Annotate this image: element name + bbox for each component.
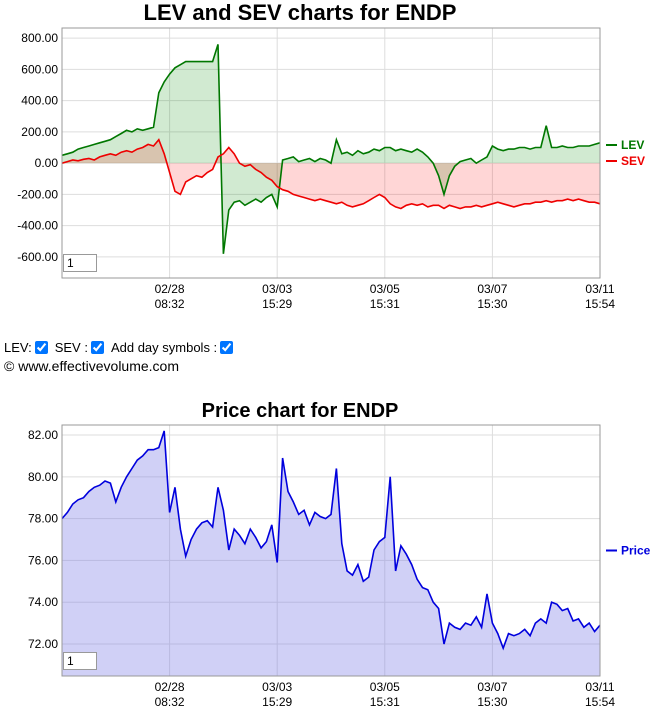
zoom-input[interactable]: 1 xyxy=(63,254,97,272)
area-fill xyxy=(62,430,600,676)
plot-border xyxy=(61,424,601,677)
legend-label: Price xyxy=(621,544,651,558)
controls: LEV: SEV : Add day symbols : xyxy=(4,340,237,355)
x-tick-label: 02/28 08:32 xyxy=(155,282,185,311)
y-tick-label: 80.00 xyxy=(28,470,58,484)
x-tick-label: 03/11 15:54 xyxy=(585,282,615,311)
legend-label: LEV xyxy=(621,138,644,152)
plot-border xyxy=(61,27,601,279)
y-tick-label: 76.00 xyxy=(28,553,58,567)
series-line xyxy=(61,430,601,651)
y-tick-label: 800.00 xyxy=(21,31,58,45)
x-tick-label: 03/11 15:54 xyxy=(585,680,615,709)
y-tick-label: 72.00 xyxy=(28,637,58,651)
series-line xyxy=(61,44,601,254)
lev-checkbox[interactable] xyxy=(34,341,48,354)
x-tick-label: 03/03 15:29 xyxy=(262,680,292,709)
y-tick-label: -200.00 xyxy=(17,187,58,201)
y-tick-label: -600.00 xyxy=(17,250,58,264)
zoom-input[interactable]: 1 xyxy=(63,652,97,670)
x-tick-label: 03/05 15:31 xyxy=(370,282,400,311)
day-checkbox[interactable] xyxy=(220,341,234,354)
y-tick-label: 78.00 xyxy=(28,512,58,526)
y-tick-label: 600.00 xyxy=(21,62,58,76)
chart-title: LEV and SEV charts for ENDP xyxy=(144,0,457,25)
y-tick-label: 200.00 xyxy=(21,125,58,139)
legend-label: SEV xyxy=(621,154,645,168)
y-tick-label: 0.00 xyxy=(35,156,59,170)
y-tick-label: 74.00 xyxy=(28,595,58,609)
sev-label: SEV : xyxy=(54,340,88,355)
area-fill xyxy=(62,44,600,254)
area-fill xyxy=(62,139,600,209)
x-tick-label: 03/07 15:30 xyxy=(477,680,507,709)
y-tick-label: -400.00 xyxy=(17,219,58,233)
copyright: © www.effectivevolume.com xyxy=(4,358,180,374)
sev-checkbox[interactable] xyxy=(90,341,104,354)
day-label: Add day symbols : xyxy=(110,340,218,355)
y-tick-label: 82.00 xyxy=(28,428,58,442)
x-tick-label: 03/07 15:30 xyxy=(477,282,507,311)
x-tick-label: 02/28 08:32 xyxy=(155,680,185,709)
x-tick-label: 03/03 15:29 xyxy=(262,282,292,311)
lev-label: LEV: xyxy=(4,340,32,355)
y-tick-label: 400.00 xyxy=(21,94,58,108)
x-tick-label: 03/05 15:31 xyxy=(370,680,400,709)
series-line xyxy=(61,138,601,210)
chart-title: Price chart for ENDP xyxy=(202,400,399,422)
